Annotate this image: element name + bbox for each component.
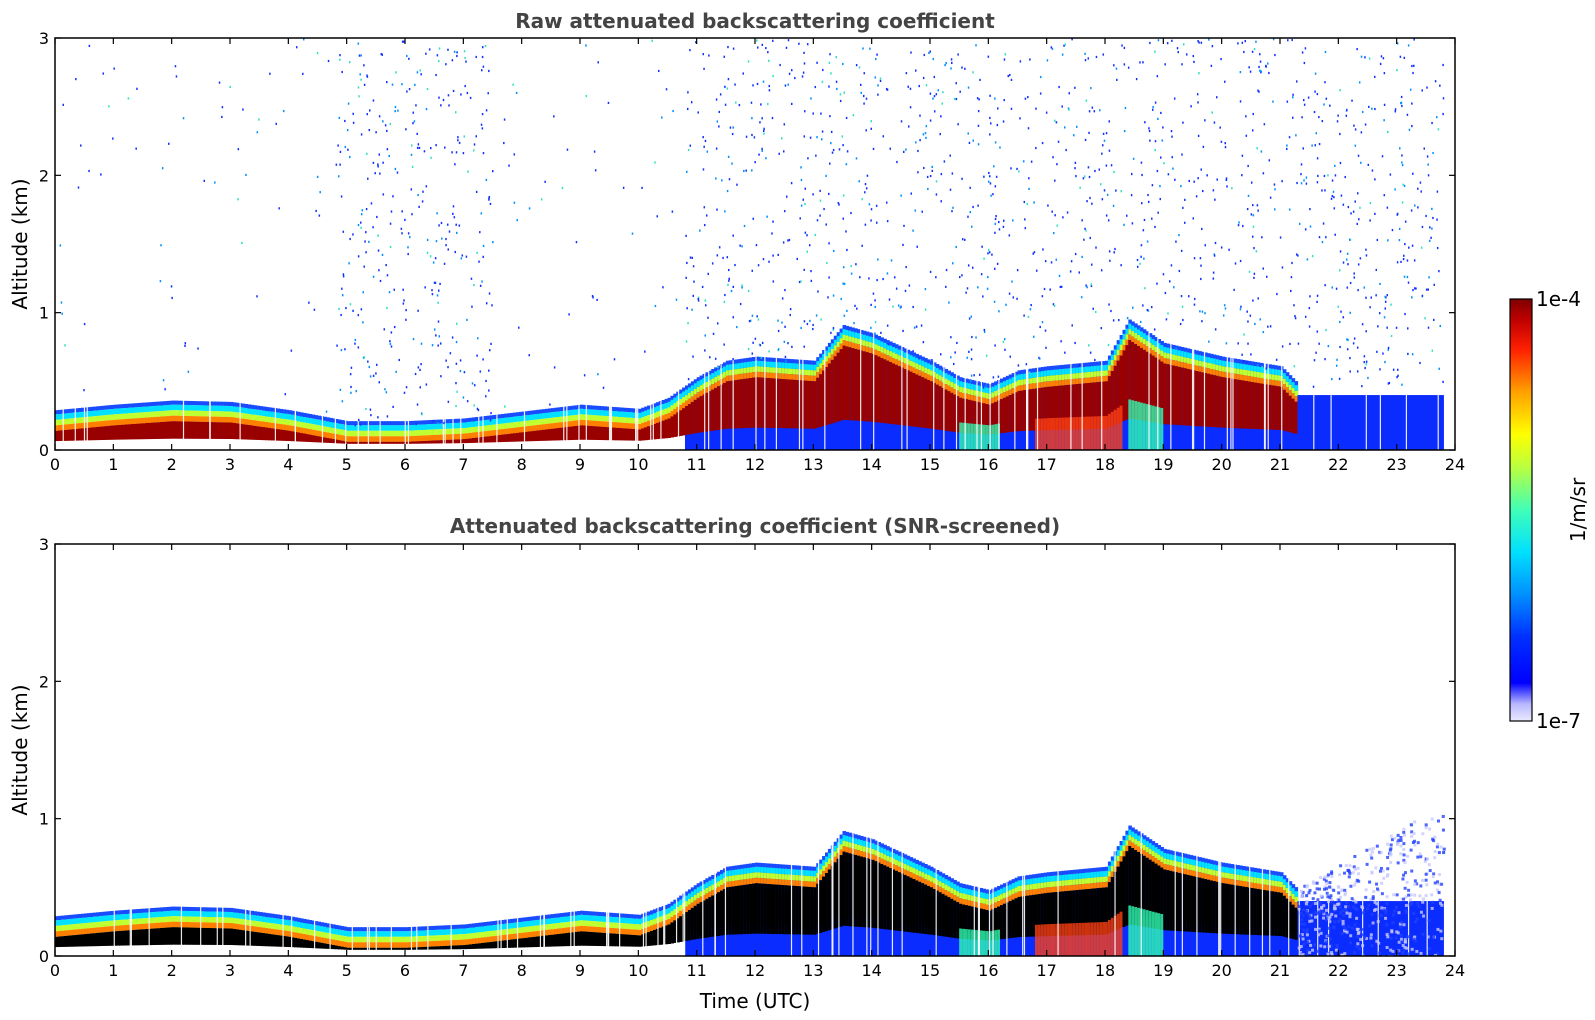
x-tick-label: 5	[342, 961, 352, 980]
x-tick-label: 15	[920, 455, 940, 474]
x-tick-label: 1	[108, 961, 118, 980]
x-tick-label: 10	[628, 455, 648, 474]
x-tick-label: 7	[458, 961, 468, 980]
panel-raw-ylabel: Altitude (km)	[8, 178, 32, 309]
y-tick-label: 2	[39, 166, 49, 185]
x-tick-label: 10	[628, 961, 648, 980]
x-tick-label: 9	[575, 961, 585, 980]
x-tick-label: 4	[283, 961, 293, 980]
panel-raw-y-ticks: 0 1 2 3	[39, 29, 1455, 460]
x-tick-label: 7	[458, 455, 468, 474]
x-tick-label: 20	[1211, 961, 1231, 980]
x-tick-label: 18	[1095, 961, 1115, 980]
x-tick-label: 23	[1386, 961, 1406, 980]
x-tick-label: 13	[803, 455, 823, 474]
y-tick-label: 2	[39, 672, 49, 691]
panel-screened-x-ticks: 0 1 2 3 4 5 6 7 8 9 10 11 12 13 14 15 16 17 18 19 20 21 22 23 24	[50, 544, 1465, 980]
x-tick-label: 5	[342, 455, 352, 474]
colorbar: 1e-4 1e-7 1/m/sr	[1509, 287, 1590, 733]
x-tick-label: 1	[108, 455, 118, 474]
panel-raw: Raw attenuated backscattering coefficien…	[8, 9, 1465, 474]
x-tick-label: 17	[1036, 455, 1056, 474]
x-tick-label: 4	[283, 455, 293, 474]
x-tick-label: 22	[1328, 961, 1348, 980]
x-tick-label: 20	[1211, 455, 1231, 474]
x-tick-label: 14	[861, 455, 881, 474]
panel-screened: Attenuated backscattering coefficient (S…	[8, 514, 1465, 1013]
panel-raw-x-ticks: 0 1 2 3 4 5 6 7 8 9 10 11 12 13 14 15 16 17 18 19 20 21 22 23 24	[50, 38, 1465, 474]
x-tick-label: 11	[686, 961, 706, 980]
x-tick-label: 24	[1445, 455, 1465, 474]
x-tick-label: 11	[686, 455, 706, 474]
panel-raw-title: Raw attenuated backscattering coefficien…	[515, 9, 995, 33]
panel-screened-xlabel: Time (UTC)	[699, 989, 811, 1013]
y-tick-label: 0	[39, 441, 49, 460]
panel-screened-ylabel: Altitude (km)	[8, 684, 32, 815]
x-tick-label: 15	[920, 961, 940, 980]
x-tick-label: 21	[1270, 455, 1290, 474]
x-tick-label: 12	[745, 455, 765, 474]
x-tick-label: 0	[50, 455, 60, 474]
x-tick-label: 6	[400, 455, 410, 474]
x-tick-label: 2	[167, 961, 177, 980]
panel-screened-y-ticks: 0 1 2 3	[39, 535, 1455, 966]
x-tick-label: 14	[861, 961, 881, 980]
y-tick-label: 3	[39, 535, 49, 554]
x-tick-label: 8	[517, 961, 527, 980]
x-tick-label: 23	[1386, 455, 1406, 474]
panel-screened-title: Attenuated backscattering coefficient (S…	[450, 514, 1060, 538]
x-tick-label: 6	[400, 961, 410, 980]
x-tick-label: 18	[1095, 455, 1115, 474]
panel-screened-heatmap	[55, 544, 1446, 956]
y-tick-label: 1	[39, 810, 49, 829]
x-tick-label: 12	[745, 961, 765, 980]
x-tick-label: 9	[575, 455, 585, 474]
x-tick-label: 19	[1153, 455, 1173, 474]
x-tick-label: 17	[1036, 961, 1056, 980]
x-tick-label: 8	[517, 455, 527, 474]
y-tick-label: 3	[39, 29, 49, 48]
x-tick-label: 2	[167, 455, 177, 474]
x-tick-label: 3	[225, 961, 235, 980]
x-tick-label: 0	[50, 961, 60, 980]
y-tick-label: 1	[39, 304, 49, 323]
colorbar-gradient	[1509, 298, 1533, 722]
x-tick-label: 24	[1445, 961, 1465, 980]
x-tick-label: 22	[1328, 455, 1348, 474]
y-tick-label: 0	[39, 947, 49, 966]
x-tick-label: 13	[803, 961, 823, 980]
x-tick-label: 16	[978, 455, 998, 474]
colorbar-max-label: 1e-4	[1536, 287, 1581, 311]
x-tick-label: 16	[978, 961, 998, 980]
x-tick-label: 21	[1270, 961, 1290, 980]
panel-raw-heatmap	[55, 38, 1445, 450]
colorbar-min-label: 1e-7	[1536, 709, 1581, 733]
colorbar-unit-label: 1/m/sr	[1566, 477, 1590, 542]
x-tick-label: 19	[1153, 961, 1173, 980]
x-tick-label: 3	[225, 455, 235, 474]
